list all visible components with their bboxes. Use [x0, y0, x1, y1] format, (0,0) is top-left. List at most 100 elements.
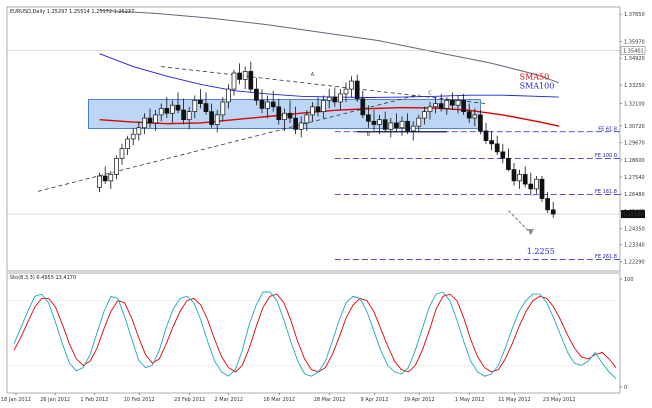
candle-body — [405, 120, 410, 132]
candle — [377, 114, 382, 135]
candle-body — [466, 111, 472, 119]
candle — [455, 95, 461, 114]
price-tick-label: 1.22290 — [624, 260, 645, 266]
candle — [528, 172, 534, 196]
candle-body — [282, 112, 287, 121]
candle — [181, 98, 186, 125]
candle — [142, 113, 147, 135]
price-tick-label: 1.30720 — [624, 124, 645, 130]
time-tick-label: 23 May 2012 — [543, 397, 576, 403]
candle — [170, 100, 175, 123]
candle-body — [483, 130, 489, 141]
candle — [517, 169, 522, 189]
candle-body — [270, 101, 276, 108]
candle-body — [192, 100, 198, 112]
candle-body — [416, 117, 422, 127]
candle-body — [332, 96, 338, 103]
candle — [461, 93, 466, 115]
stochastic-panel-frame — [6, 272, 621, 394]
time-tick-label: 1 Feb 2012 — [80, 397, 108, 403]
candle — [153, 110, 158, 131]
candle — [125, 135, 130, 156]
price-tick-label: 1.32100 — [624, 102, 645, 108]
candle-body — [545, 198, 550, 211]
candle — [231, 69, 237, 96]
candle-body — [478, 114, 483, 132]
candle — [97, 172, 102, 193]
candle — [282, 108, 287, 131]
price-tick-label: 1.28600 — [624, 158, 645, 164]
candle-body — [114, 157, 119, 175]
candle-body — [254, 88, 259, 101]
candle — [506, 148, 511, 172]
candle-body — [427, 106, 433, 112]
candle — [478, 110, 483, 135]
wave-point-b: B — [367, 132, 371, 138]
trendline-1 — [37, 94, 419, 192]
fib-level-label-3: FE 161.8 — [595, 189, 617, 195]
candle-body — [130, 133, 136, 140]
price-panel-frame — [6, 6, 621, 272]
candle — [158, 103, 164, 122]
candle — [545, 192, 550, 214]
candle — [214, 110, 220, 133]
candle-body — [198, 100, 203, 104]
candle-body — [287, 112, 293, 119]
price-tick-label: 1.23340 — [624, 243, 645, 249]
candle — [494, 135, 500, 156]
target-price-label: 1.2255 — [527, 247, 555, 256]
candle — [102, 166, 108, 185]
candle-body — [511, 169, 517, 182]
candle — [220, 97, 226, 122]
candle-body — [360, 98, 366, 116]
candle-body — [377, 119, 382, 125]
time-tick-label: 16 Mar 2012 — [263, 397, 295, 403]
stochastic-signal-line — [13, 293, 617, 373]
forecast-arrow — [507, 210, 532, 234]
candle-body — [242, 71, 248, 80]
candle-body — [382, 119, 388, 130]
candle-body — [164, 108, 170, 114]
candle-body — [175, 104, 181, 111]
candle — [360, 90, 366, 119]
candle-body — [203, 103, 209, 112]
candle — [298, 116, 304, 138]
candle-body — [226, 88, 231, 103]
candle-body — [338, 93, 343, 103]
time-tick-label: 1 May 2012 — [455, 397, 484, 403]
time-tick-label: 10 Feb 2012 — [124, 397, 155, 403]
candle — [410, 121, 416, 141]
candle-body — [209, 111, 214, 125]
candle — [226, 84, 231, 109]
current-price-label: 1.25237 — [623, 212, 644, 218]
candle-body — [147, 117, 153, 124]
candle — [450, 92, 455, 111]
candle-body — [399, 120, 405, 129]
candle-body — [433, 103, 438, 108]
candle — [209, 103, 214, 128]
candle — [343, 82, 349, 102]
price-tick-label: 1.34920 — [624, 56, 645, 62]
candle-body — [455, 100, 461, 106]
price-tick-label: 1.26480 — [624, 192, 645, 198]
candle-body — [304, 114, 310, 124]
price-tick-label: 1.27540 — [624, 175, 645, 181]
candle-body — [472, 114, 478, 119]
candle-body — [181, 109, 186, 121]
candle — [489, 130, 494, 151]
candle-body — [248, 71, 254, 90]
time-tick-label: 19 Apr 2012 — [404, 397, 435, 403]
candle — [237, 63, 242, 85]
candle-body — [494, 143, 500, 153]
candle-body — [410, 125, 416, 132]
candle-body — [310, 106, 315, 116]
candle — [315, 97, 321, 117]
candle-body — [259, 100, 265, 109]
fib-level-label-1: FE 61.8 — [598, 126, 617, 132]
candle-body — [237, 72, 242, 80]
candle-body — [321, 100, 326, 112]
fib-level-label-2: FE 100.0 — [595, 153, 617, 159]
candle-body — [231, 72, 237, 90]
time-tick-label: 2 Mar 2012 — [215, 397, 244, 403]
